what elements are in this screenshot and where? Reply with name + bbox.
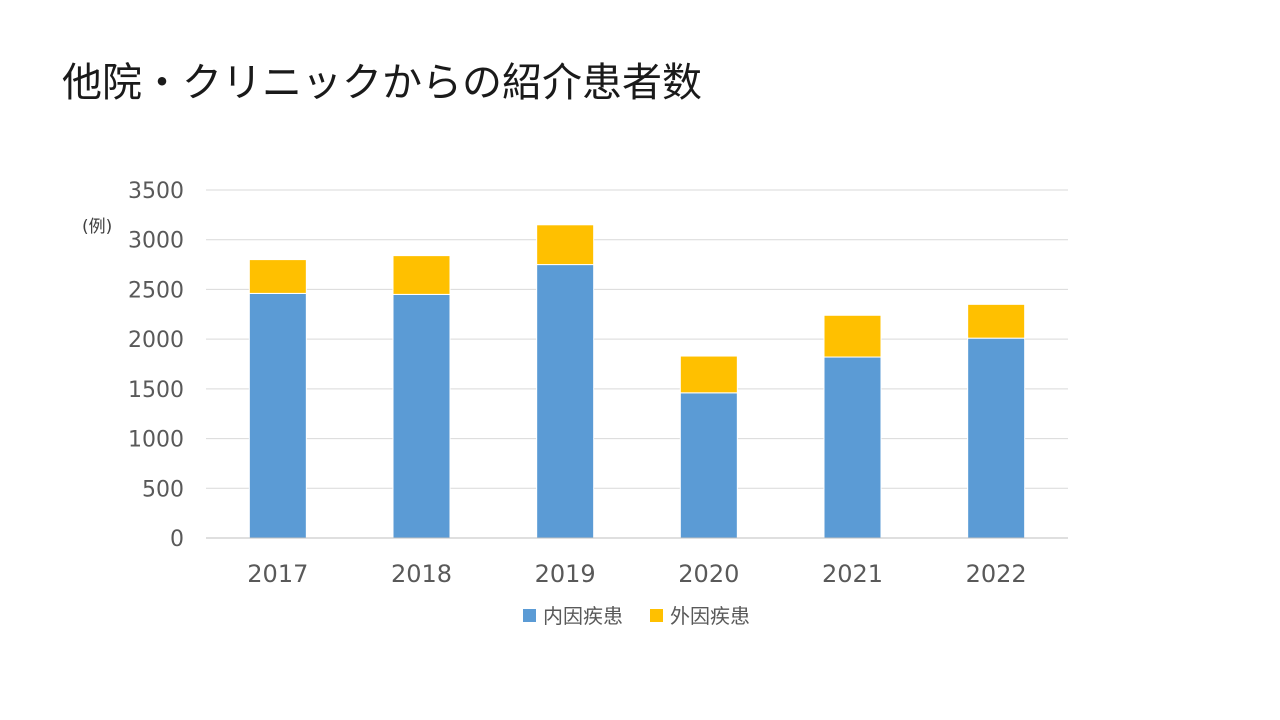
bar-2020-series-2 [679,355,738,394]
slide-title: 他院・クリニックからの紹介患者数 [62,60,702,106]
y-axis: 0 500 1000 1500 2000 2500 3000 3500 [128,179,184,552]
y-tick-label: 1000 [128,428,184,453]
legend-swatch-series-1 [523,609,536,622]
bar-2019-series-2 [536,224,595,266]
legend: 内因疾患 外因疾患 [523,604,750,628]
y-tick-label: 3000 [128,229,184,254]
gridlines [206,189,1068,489]
bar-2021-series-1 [823,356,882,539]
x-tick-label: 2022 [966,560,1027,588]
bar-2022-series-2 [967,303,1026,339]
y-tick-label: 2000 [128,328,184,353]
bar-2018-series-2 [392,255,451,295]
bar-2019-series-1 [536,264,595,539]
x-axis: 2017 2018 2019 2020 2021 2022 [247,560,1026,588]
y-axis-unit-label: (例) [82,217,112,237]
bar-2017-series-1 [248,292,307,539]
bar-2021-series-2 [823,314,882,358]
legend-swatch-series-2 [650,609,663,622]
bars [248,224,1026,539]
x-tick-label: 2021 [822,560,883,588]
x-tick-label: 2019 [535,560,596,588]
x-tick-label: 2020 [678,560,739,588]
y-tick-label: 3500 [128,179,184,204]
y-tick-label: 1500 [128,378,184,403]
bar-2017-series-2 [248,259,307,294]
y-tick-label: 500 [142,477,184,502]
bar-2020-series-1 [679,392,738,539]
bar-2022-series-1 [967,337,1026,539]
x-tick-label: 2018 [391,560,452,588]
y-tick-label: 0 [170,527,184,552]
y-tick-label: 2500 [128,278,184,303]
legend-label: 内因疾患 [543,604,623,628]
bar-2018-series-1 [392,293,451,539]
legend-label: 外因疾患 [670,604,750,628]
x-tick-label: 2017 [247,560,308,588]
